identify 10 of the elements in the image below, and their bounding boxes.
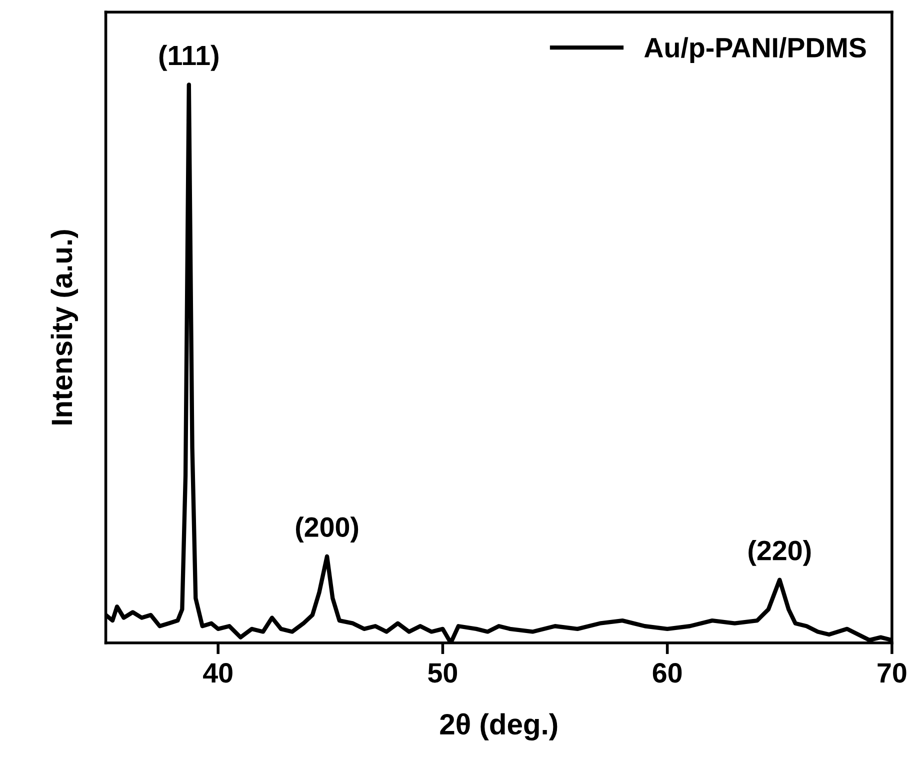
annotation: (111) (159, 44, 218, 71)
x-axis-title: 2θ (deg.) (440, 713, 558, 741)
legend-label: Au/p-PANI/PDMS (644, 37, 866, 64)
annotation: (220) (748, 540, 811, 566)
annotation: (200) (296, 516, 358, 542)
y-axis-title: Intensity (a.u.) (50, 230, 78, 424)
x-tick-label: 60 (652, 663, 682, 683)
x-tick-label: 70 (878, 663, 906, 683)
x-tick-label: 50 (428, 663, 458, 683)
x-tick-label: 40 (203, 663, 232, 683)
